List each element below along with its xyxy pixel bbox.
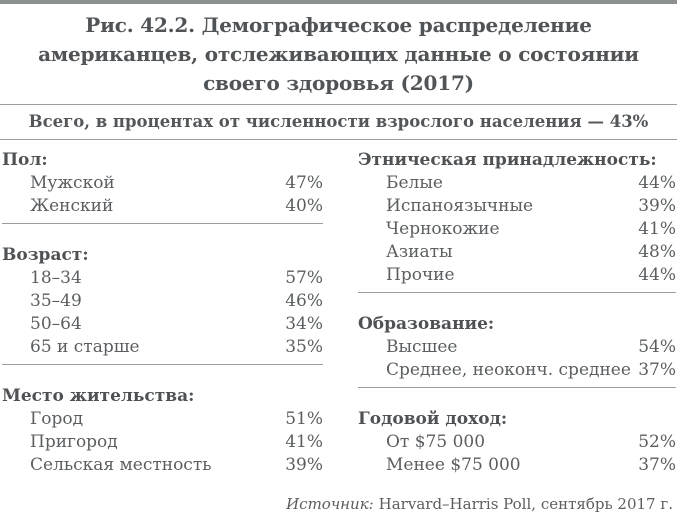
section-income-heading: Годовой доход: [358, 409, 508, 429]
table-row: 50–64 34% [2, 313, 323, 336]
row-value: 47% [285, 173, 323, 193]
section-age: Возраст: 18–34 57% 35–49 46% 50–64 34% 6… [2, 244, 323, 365]
row-label: 50–64 [30, 314, 82, 334]
table-row: Женский 40% [2, 195, 323, 218]
total-band: Всего, в процентах от численности взросл… [0, 104, 677, 140]
section-ethnicity-heading: Этническая принадлежность: [358, 150, 657, 170]
table-row: Испаноязычные 39% [358, 195, 676, 218]
row-label: Женский [30, 196, 114, 216]
table-row: Прочие 44% [358, 264, 676, 287]
figure-title-line-1: Рис. 42.2. Демографическое распределение [85, 13, 592, 37]
total-text: Всего, в процентах от численности взросл… [28, 112, 649, 131]
figure-title-line-2: американцев, отслеживающих данные о сост… [38, 42, 639, 66]
row-label: 65 и старше [30, 337, 140, 357]
source-label: Источник: [286, 495, 374, 513]
row-value: 54% [638, 337, 676, 357]
table-row: Белые 44% [358, 172, 676, 195]
row-value: 35% [285, 337, 323, 357]
section-income: Годовой доход: От $75 000 52% Менее $75 … [358, 408, 676, 482]
table-row: Чернокожие 41% [358, 218, 676, 241]
section-education: Образование: Высшее 54% Среднее, неоконч… [358, 313, 676, 388]
row-label: Город [30, 409, 84, 429]
left-column: Пол: Мужской 47% Женский 40% Возраст: 18… [2, 149, 323, 482]
row-label: Чернокожие [386, 219, 500, 239]
section-gender: Пол: Мужской 47% Женский 40% [2, 149, 323, 224]
row-value: 52% [638, 432, 676, 452]
row-label: Пригород [30, 432, 118, 452]
row-label: 35–49 [30, 291, 82, 311]
table-row: 18–34 57% [2, 267, 323, 290]
section-education-heading: Образование: [358, 314, 495, 334]
table-row: Сельская местность 39% [2, 454, 323, 477]
section-age-heading: Возраст: [2, 245, 89, 265]
row-value: 51% [285, 409, 323, 429]
table-row: Среднее, неоконч. среднее 37% [358, 359, 676, 382]
section-residence-heading: Место жительства: [2, 386, 195, 406]
row-label: От $75 000 [386, 432, 486, 452]
row-label: Среднее, неоконч. среднее [386, 360, 631, 380]
row-label: Сельская местность [30, 455, 212, 475]
row-label: Белые [386, 173, 443, 193]
row-value: 37% [638, 360, 676, 380]
row-value: 39% [638, 196, 676, 216]
table-row: Высшее 54% [358, 336, 676, 359]
row-value: 34% [285, 314, 323, 334]
row-value: 41% [285, 432, 323, 452]
figure-title-line-3: своего здоровья (2017) [203, 71, 474, 95]
table-row: Город 51% [2, 408, 323, 431]
section-ethnicity: Этническая принадлежность: Белые 44% Исп… [358, 149, 676, 293]
row-value: 37% [638, 455, 676, 475]
row-label: Менее $75 000 [386, 455, 521, 475]
table-row: Азиаты 48% [358, 241, 676, 264]
row-label: Азиаты [386, 242, 453, 262]
table-row: 65 и старше 35% [2, 336, 323, 359]
stats-columns: Пол: Мужской 47% Женский 40% Возраст: 18… [0, 140, 677, 482]
row-label: Прочие [386, 265, 455, 285]
row-value: 44% [638, 265, 676, 285]
source-line: Источник: Harvard–Harris Poll, сентябрь 2… [0, 496, 677, 513]
figure-title: Рис. 42.2. Демографическое распределение… [0, 11, 677, 98]
row-label: Мужской [30, 173, 115, 193]
table-row: Мужской 47% [2, 172, 323, 195]
row-value: 39% [285, 455, 323, 475]
table-row: Пригород 41% [2, 431, 323, 454]
table-row: 35–49 46% [2, 290, 323, 313]
top-rule [0, 0, 677, 4]
row-value: 46% [285, 291, 323, 311]
row-value: 40% [285, 196, 323, 216]
row-label: Испаноязычные [386, 196, 534, 216]
table-row: От $75 000 52% [358, 431, 676, 454]
table-row: Менее $75 000 37% [358, 454, 676, 477]
row-label: Высшее [386, 337, 458, 357]
section-residence: Место жительства: Город 51% Пригород 41%… [2, 385, 323, 482]
right-column: Этническая принадлежность: Белые 44% Исп… [358, 149, 676, 482]
row-value: 57% [285, 268, 323, 288]
row-label: 18–34 [30, 268, 82, 288]
row-value: 41% [638, 219, 676, 239]
section-gender-heading: Пол: [2, 150, 48, 170]
source-text: Harvard–Harris Poll, сентябрь 2017 г. [378, 495, 673, 513]
row-value: 44% [638, 173, 676, 193]
row-value: 48% [638, 242, 676, 262]
